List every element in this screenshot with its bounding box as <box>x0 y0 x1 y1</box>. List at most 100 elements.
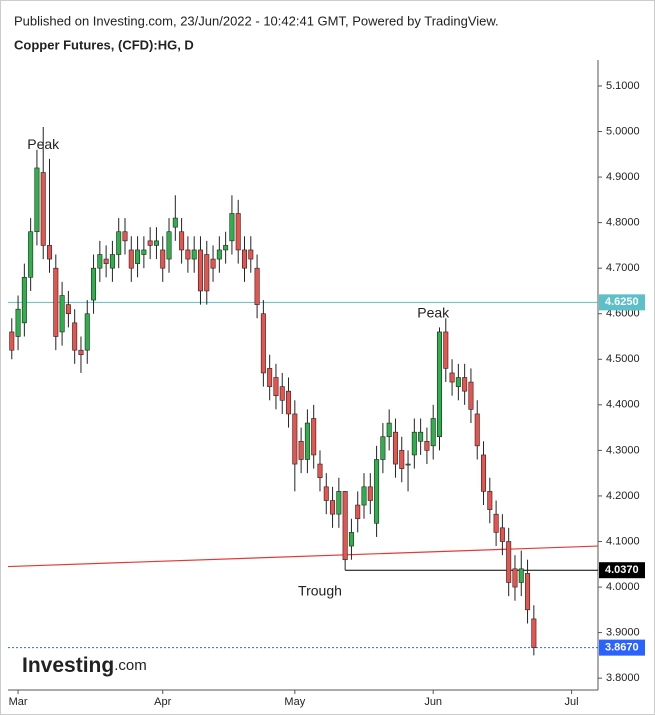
price-tag <box>599 294 645 311</box>
candle-body <box>91 267 97 301</box>
candle-body <box>418 431 424 442</box>
candle-body <box>267 368 273 387</box>
candle-body <box>487 491 493 510</box>
y-tick-label: 4.5000 <box>606 353 640 365</box>
candle-body <box>443 331 449 369</box>
candle-body <box>405 463 411 466</box>
price-tag-label: 4.6250 <box>605 296 639 308</box>
candle-body <box>147 240 153 246</box>
candle-body <box>28 231 34 278</box>
candle-body <box>355 504 361 520</box>
candle-body <box>179 231 185 251</box>
y-tick-label: 5.0000 <box>606 125 640 137</box>
candle-body <box>380 436 386 460</box>
candle-body <box>518 568 524 583</box>
candle-body <box>361 486 367 506</box>
candle-body <box>72 322 78 351</box>
candle-body <box>141 249 147 255</box>
y-tick-label: 4.1000 <box>606 535 640 547</box>
candle-body <box>97 254 103 269</box>
candle-body <box>47 245 53 260</box>
candle-body <box>9 331 15 351</box>
y-tick-label: 4.3000 <box>606 444 640 456</box>
candle-body <box>242 249 248 269</box>
candle-body <box>493 513 499 533</box>
candle-body <box>172 217 178 228</box>
candle-body <box>481 454 487 492</box>
source: Published on Investing.com, 23/Jun/2022 … <box>14 13 499 28</box>
candle-body <box>84 313 90 351</box>
y-tick-label: 3.9000 <box>606 627 640 639</box>
candle-body <box>53 267 59 337</box>
candle-body <box>128 249 134 269</box>
price-tag-label: 4.0370 <box>605 564 639 576</box>
x-tick-label: Apr <box>154 696 171 708</box>
candle-body <box>411 431 417 456</box>
candle-body <box>229 213 235 242</box>
candle-body <box>392 431 398 465</box>
candle-body <box>135 249 141 264</box>
candle-body <box>254 267 260 305</box>
candle-body <box>122 231 128 242</box>
candle-body <box>109 254 115 269</box>
candle-body <box>15 308 21 337</box>
x-tick-label: May <box>284 696 305 708</box>
x-tick-label: Mar <box>9 696 28 708</box>
candle-body <box>235 213 241 251</box>
candle-body <box>286 390 292 415</box>
candle-body <box>40 172 46 246</box>
candle-body <box>223 245 229 251</box>
y-tick-label: 4.2000 <box>606 490 640 502</box>
candle-body <box>468 381 474 410</box>
candle-body <box>455 377 461 387</box>
candle-body <box>449 372 455 383</box>
y-tick-label: 4.4000 <box>606 399 640 411</box>
candle-body <box>160 249 166 269</box>
candle-body <box>342 491 348 561</box>
annotation: Peak <box>27 136 60 152</box>
x-tick-label: Jun <box>424 696 442 708</box>
candle-body <box>499 527 505 542</box>
candle-body <box>210 258 216 269</box>
candle-body <box>323 486 329 501</box>
candle-body <box>436 331 442 438</box>
annotation: Trough <box>298 582 342 598</box>
candle-body <box>399 450 405 469</box>
y-tick-label: 5.1000 <box>606 80 640 92</box>
candle-body <box>462 377 468 392</box>
annotation: Peak <box>417 304 450 320</box>
candle-body <box>260 313 266 374</box>
candle-body <box>474 413 480 447</box>
y-tick-label: 4.7000 <box>606 262 640 274</box>
y-tick-label: 3.8000 <box>606 672 640 684</box>
candle-body <box>34 167 40 233</box>
price-tag <box>599 639 645 656</box>
trendline <box>7 545 599 568</box>
candle-body <box>336 491 342 515</box>
price-tag <box>599 562 645 579</box>
candle-body <box>525 573 531 611</box>
logo-text: Investing <box>22 654 114 677</box>
candle-body <box>166 231 172 260</box>
logo-suffix: .com <box>114 657 147 674</box>
candle-body <box>273 377 279 397</box>
candle-body <box>298 440 304 460</box>
candle-body <box>424 440 430 451</box>
candle-body <box>59 295 65 333</box>
candle-body <box>248 249 254 260</box>
candle-body <box>216 249 222 260</box>
candle-body <box>153 240 159 246</box>
candle-body <box>103 258 109 264</box>
price-tag-label: 3.8670 <box>605 642 639 654</box>
candle-body <box>348 532 354 547</box>
y-tick-label: 4.9000 <box>606 171 640 183</box>
candle-body <box>531 618 537 648</box>
logo: Investing.com <box>22 654 147 677</box>
candle-body <box>506 541 512 583</box>
candle-body <box>374 459 380 524</box>
candle-body <box>304 422 310 460</box>
candle-body <box>292 413 298 465</box>
candle-body <box>65 304 71 315</box>
